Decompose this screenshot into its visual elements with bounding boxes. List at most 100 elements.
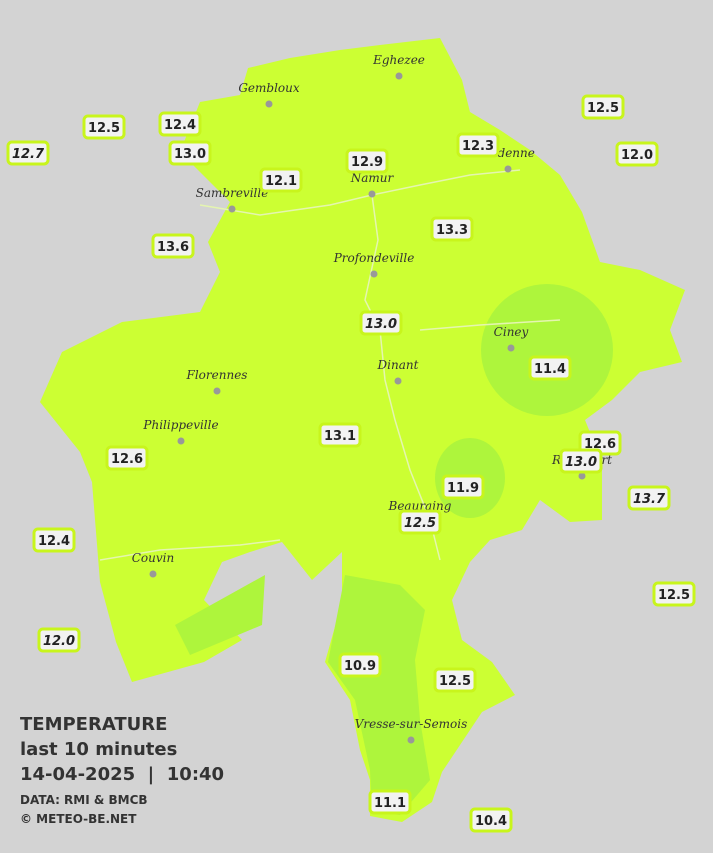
temperature-value: 12.6 (584, 437, 616, 452)
temperature-value: 12.1 (265, 174, 297, 189)
temperature-value: 13.3 (436, 223, 468, 238)
label-box (456, 132, 500, 158)
city-dot (265, 100, 273, 108)
label-box (559, 448, 603, 474)
temperature-label: 12.4 (158, 111, 202, 137)
temperature-label: 11.9 (441, 474, 485, 500)
label-box (158, 111, 202, 137)
temperature-label: 12.0 (615, 141, 659, 167)
temperature-label: 12.7 (6, 140, 50, 166)
city-dot (228, 205, 236, 213)
temperature-value: 12.3 (462, 139, 494, 154)
temperature-value: 10.4 (475, 814, 507, 829)
label-box (37, 627, 81, 653)
temperature-label: 12.5 (433, 667, 477, 693)
city-dot (394, 377, 402, 385)
city-dot (368, 190, 376, 198)
temperature-value: 12.4 (164, 118, 196, 133)
temperature-label: 12.9 (345, 148, 389, 174)
temperature-value: 13.6 (157, 240, 189, 255)
label-box (151, 233, 195, 259)
temperature-label: 13.6 (151, 233, 195, 259)
label-box (469, 807, 513, 833)
temperature-label: 12.5 (581, 94, 625, 120)
label-box (359, 310, 403, 336)
temperature-label: 10.9 (338, 652, 382, 678)
cooler-zone (328, 575, 430, 815)
temperature-label: 13.7 (627, 485, 671, 511)
label-box (318, 422, 362, 448)
temperature-value: 12.5 (658, 588, 690, 603)
label-box (627, 485, 671, 511)
temperature-value: 11.4 (534, 362, 566, 377)
city-label: Sambreville (196, 186, 269, 200)
city-label: Namur (350, 171, 395, 185)
temperature-label: 12.3 (456, 132, 500, 158)
city-dot (504, 165, 512, 173)
temperature-value: 12.0 (43, 634, 75, 649)
city-dot (578, 472, 586, 480)
city-dot (407, 736, 415, 744)
temperature-value: 13.7 (633, 492, 666, 507)
temperature-label: 11.4 (528, 355, 572, 381)
city-dot (149, 570, 157, 578)
city-dot (370, 270, 378, 278)
temperature-label: 12.6 (105, 445, 149, 471)
city-label: Gembloux (238, 81, 300, 95)
temperature-label: 12.0 (37, 627, 81, 653)
label-box (398, 509, 442, 535)
temperature-value: 12.4 (38, 534, 70, 549)
city-label: Philippeville (142, 418, 218, 432)
temperature-label: 12.4 (32, 527, 76, 553)
temperature-value: 12.6 (111, 452, 143, 467)
city-label: Profondeville (333, 251, 415, 265)
label-box (82, 114, 126, 140)
label-box (345, 148, 389, 174)
city-dot (213, 387, 221, 395)
temperature-label: 12.5 (652, 581, 696, 607)
legend-source: DATA: RMI & BMCB (20, 793, 148, 807)
label-box (259, 167, 303, 193)
legend-credit: © METEO-BE.NET (20, 812, 137, 826)
temperature-value: 13.1 (324, 429, 356, 444)
city-label: Couvin (132, 551, 174, 565)
temperature-label: 13.3 (430, 216, 474, 242)
temperature-value: 13.0 (365, 317, 397, 332)
label-box (105, 445, 149, 471)
city-label: Vresse-sur-Semois (355, 717, 468, 731)
temperature-label: 11.1 (368, 789, 412, 815)
legend-period: last 10 minutes (20, 739, 177, 760)
temperature-value: 12.7 (12, 147, 45, 162)
city-label: Florennes (186, 368, 248, 382)
temperature-value: 12.0 (621, 148, 653, 163)
label-box (32, 527, 76, 553)
temperature-value: 13.0 (174, 147, 206, 162)
temperature-value: 11.9 (447, 481, 479, 496)
temperature-label: 12.5 (398, 509, 442, 535)
label-box (338, 652, 382, 678)
city-dot (177, 437, 185, 445)
temperature-label: 13.0 (359, 310, 403, 336)
temperature-value: 11.1 (374, 796, 406, 811)
temperature-label: 13.1 (318, 422, 362, 448)
label-box (652, 581, 696, 607)
label-box (433, 667, 477, 693)
temperature-value: 12.9 (351, 155, 383, 170)
label-box (368, 789, 412, 815)
temperature-label: 12.1 (259, 167, 303, 193)
label-box (430, 216, 474, 242)
label-box (168, 140, 212, 166)
city-label: Ciney (494, 325, 529, 339)
legend-datetime: 14-04-2025 | 10:40 (20, 764, 224, 785)
city-label: Dinant (377, 358, 419, 372)
cooler-zone (175, 575, 265, 655)
cooler-zone (481, 284, 613, 416)
label-box (528, 355, 572, 381)
label-box (441, 474, 485, 500)
temperature-value: 13.0 (565, 455, 597, 470)
label-box (581, 94, 625, 120)
temperature-value: 12.5 (88, 121, 120, 136)
legend: TEMPERATURE last 10 minutes 14-04-2025 |… (20, 714, 224, 826)
